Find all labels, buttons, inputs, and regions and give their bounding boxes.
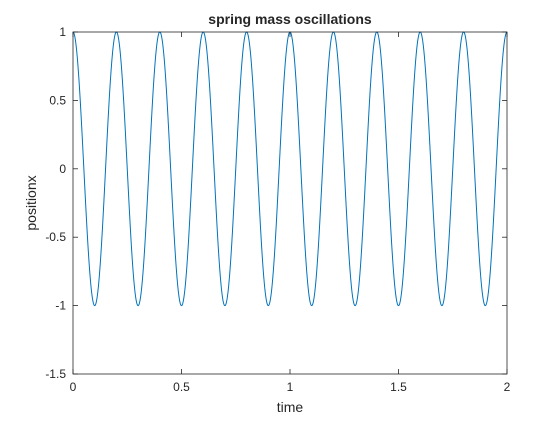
chart-title: spring mass oscillations xyxy=(208,11,372,27)
x-tick-label: 0.5 xyxy=(173,380,190,394)
y-tick-label: 0 xyxy=(59,162,66,176)
x-tick-label: 1.5 xyxy=(390,380,407,394)
y-tick-label: 0.5 xyxy=(49,93,66,107)
x-axis-label: time xyxy=(277,399,304,415)
x-tick-label: 0 xyxy=(70,380,77,394)
y-axis-label: positionx xyxy=(23,175,39,230)
x-tick-label: 1 xyxy=(287,380,294,394)
y-tick-label: -0.5 xyxy=(45,230,66,244)
axes-box xyxy=(73,32,507,374)
y-tick-label: -1.5 xyxy=(45,367,66,381)
x-tick-label: 2 xyxy=(504,380,511,394)
y-tick-label: -1 xyxy=(55,299,66,313)
series-line xyxy=(73,32,507,306)
y-tick-label: 1 xyxy=(59,25,66,39)
plot-area: 0 0.5 1 1.5 2 -1.5 -1 -0.5 0 0.5 1 xyxy=(45,25,510,394)
